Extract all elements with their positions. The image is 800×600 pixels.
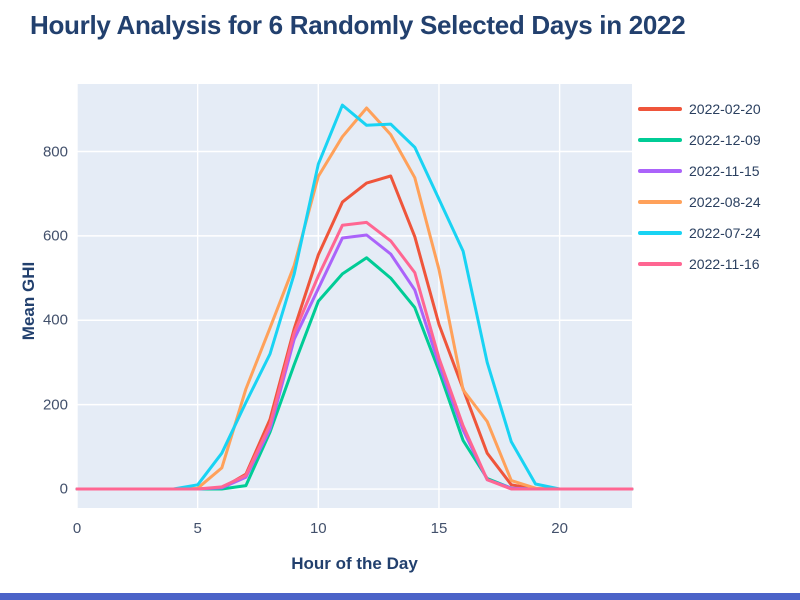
legend-swatch-2022-02-20 (638, 106, 682, 111)
y-tick-label-600: 600 (42, 227, 68, 245)
x-axis-title: Hour of the Day (291, 554, 418, 573)
legend-label: 2022-07-24 (689, 224, 761, 241)
y-axis-title: Mean GHI (19, 261, 38, 341)
y-tick-label-800: 800 (42, 143, 68, 160)
legend-label: 2022-11-16 (689, 255, 760, 272)
chart-title: Hourly Analysis for 6 Randomly Selected … (30, 10, 686, 40)
legend-swatch-2022-12-09 (638, 137, 682, 142)
y-tick-label-0: 0 (59, 480, 68, 498)
x-tick-label-20: 20 (551, 520, 568, 537)
legend-item-2022-07-24[interactable]: 2022-07-24 (638, 220, 761, 245)
legend-item-2022-02-20[interactable]: 2022-02-20 (638, 96, 761, 121)
legend-item-2022-12-09[interactable]: 2022-12-09 (638, 127, 761, 152)
legend-swatch-2022-11-16 (638, 261, 682, 266)
y-tick-label-400: 400 (42, 311, 68, 329)
legend: 2022-02-20 2022-12-09 2022-11-15 2022-08-24… (638, 96, 761, 276)
bottom-bar (0, 593, 800, 600)
x-tick-label-0: 0 (72, 520, 82, 537)
legend-item-2022-11-15[interactable]: 2022-11-15 (638, 158, 761, 183)
legend-swatch-2022-08-24 (638, 199, 682, 204)
legend-swatch-2022-11-15 (638, 168, 682, 173)
y-tick-label-200: 200 (42, 396, 68, 414)
legend-swatch-2022-07-24 (638, 230, 682, 235)
legend-label: 2022-08-24 (689, 193, 761, 210)
legend-item-2022-11-16[interactable]: 2022-11-16 (638, 251, 761, 276)
x-tick-label-10: 10 (309, 520, 327, 537)
series-line-2022-11-16 (75, 220, 634, 491)
x-tick-label-15: 15 (430, 520, 448, 537)
legend-item-2022-08-24[interactable]: 2022-08-24 (638, 189, 761, 214)
x-tick-label-5: 5 (193, 520, 202, 537)
legend-label: 2022-02-20 (689, 100, 761, 117)
plot-background (77, 84, 632, 508)
legend-label: 2022-11-15 (689, 162, 760, 179)
legend-label: 2022-12-09 (689, 131, 761, 148)
